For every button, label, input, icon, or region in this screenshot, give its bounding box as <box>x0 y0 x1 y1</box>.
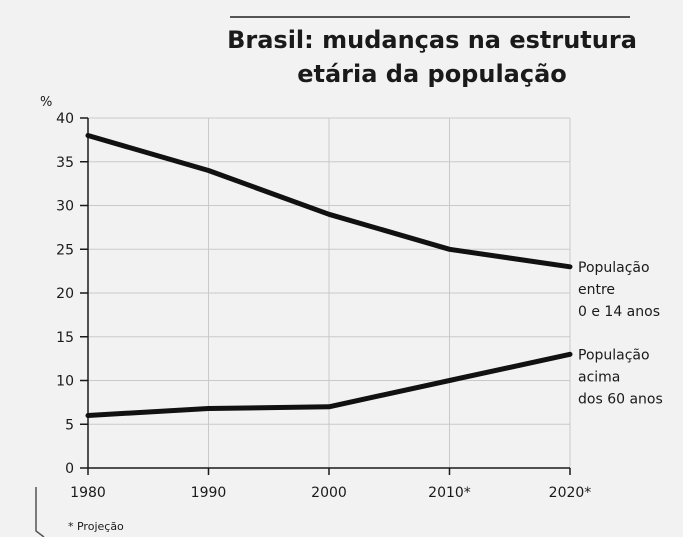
chart-title-line-2: etária da população <box>297 60 567 88</box>
axes <box>80 117 571 475</box>
series-label-1: População <box>578 260 650 276</box>
x-tick-label: 1990 <box>191 485 227 501</box>
x-tick-label: 2020* <box>549 485 592 501</box>
x-tick-label: 2010* <box>428 485 471 501</box>
x-tick-label: 2000 <box>311 485 347 501</box>
y-tick-label: 20 <box>56 286 74 302</box>
y-axis-label: % <box>40 95 52 110</box>
series-labels: População entre 0 e 14 anos População acima d… <box>578 260 663 408</box>
y-tick-label: 35 <box>56 155 74 171</box>
y-tick-label: 30 <box>56 199 74 215</box>
y-tick-label: 15 <box>56 330 74 346</box>
y-tick-label: 25 <box>56 242 74 258</box>
y-tick-label: 10 <box>56 374 74 390</box>
series-label-2: acima <box>578 369 620 385</box>
series-line-2 <box>85 351 573 418</box>
series-line-1 <box>85 133 573 270</box>
y-tick-label: 5 <box>65 417 74 433</box>
series-label-2: População <box>578 347 650 363</box>
series-lines <box>85 133 573 418</box>
y-tick-label: 40 <box>56 111 74 127</box>
footnote: * Projeção <box>68 520 124 533</box>
y-tick-label: 0 <box>65 461 74 477</box>
series-label-1: entre <box>578 282 615 298</box>
x-tick-label: 1980 <box>70 485 106 501</box>
series-label-1: 0 e 14 anos <box>578 304 660 320</box>
footnote-bracket <box>35 487 45 537</box>
tick-labels: 0 5 10 15 20 25 30 35 40 1980 1990 2000 2010* 2020* <box>56 111 591 501</box>
chart-title-line-1: Brasil: mudanças na estrutura <box>227 26 637 54</box>
series-label-2: dos 60 anos <box>578 391 663 407</box>
